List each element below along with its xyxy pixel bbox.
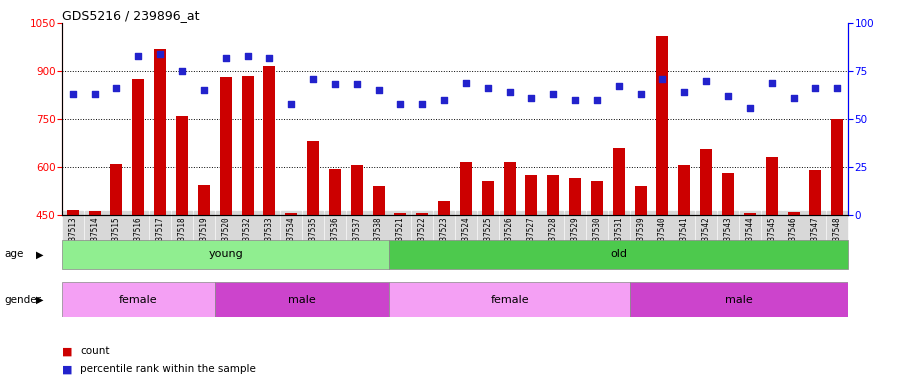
Point <box>393 101 408 107</box>
Point <box>830 85 844 91</box>
Bar <box>215 282 389 317</box>
Point <box>808 85 823 91</box>
Point <box>568 97 582 103</box>
Point <box>262 55 277 61</box>
Point <box>590 97 604 103</box>
Text: count: count <box>80 346 109 356</box>
Bar <box>831 119 844 215</box>
Point <box>786 95 801 101</box>
Point <box>743 104 757 111</box>
Text: GDS5216 / 239896_at: GDS5216 / 239896_at <box>62 9 199 22</box>
Bar <box>307 141 319 215</box>
Text: age: age <box>5 249 24 260</box>
Point <box>371 87 386 93</box>
Bar <box>389 282 630 317</box>
Bar <box>630 282 848 317</box>
Point <box>240 53 255 59</box>
Bar <box>132 79 145 215</box>
Bar <box>62 240 389 269</box>
Point <box>546 91 561 97</box>
Point <box>655 76 670 82</box>
Text: male: male <box>725 295 753 305</box>
Text: female: female <box>119 295 157 305</box>
Bar <box>197 185 210 215</box>
Bar <box>66 210 79 215</box>
Text: ■: ■ <box>62 364 73 374</box>
Point <box>153 51 167 57</box>
Text: old: old <box>611 249 627 260</box>
Point <box>699 78 713 84</box>
Bar <box>176 116 188 215</box>
Point <box>480 85 495 91</box>
Text: ▶: ▶ <box>36 295 44 305</box>
Text: percentile rank within the sample: percentile rank within the sample <box>80 364 256 374</box>
Point <box>109 85 124 91</box>
Point <box>721 93 735 99</box>
Point <box>175 68 189 74</box>
Point <box>612 83 626 89</box>
Bar <box>591 182 603 215</box>
Bar <box>656 36 669 215</box>
Point <box>306 76 320 82</box>
Bar <box>678 166 691 215</box>
Bar <box>62 282 215 317</box>
Bar <box>700 149 713 215</box>
Bar <box>416 214 429 215</box>
Bar <box>438 200 450 215</box>
Point <box>764 79 779 86</box>
Bar <box>350 166 363 215</box>
Bar <box>569 178 581 215</box>
Bar <box>743 214 756 215</box>
Bar <box>263 66 276 215</box>
Bar <box>547 175 560 215</box>
Point <box>284 101 298 107</box>
Point <box>328 81 342 88</box>
Point <box>66 91 80 97</box>
Bar <box>460 162 472 215</box>
Bar <box>525 175 538 215</box>
Bar <box>809 170 822 215</box>
Point <box>677 89 692 95</box>
Bar <box>372 186 385 215</box>
Point <box>218 55 233 61</box>
Bar <box>154 49 167 215</box>
Point <box>459 79 473 86</box>
Bar <box>634 186 647 215</box>
Text: gender: gender <box>5 295 42 305</box>
Text: ▶: ▶ <box>36 249 44 260</box>
Point <box>524 95 539 101</box>
Bar <box>389 240 848 269</box>
Point <box>349 81 364 88</box>
Point <box>131 53 146 59</box>
Point <box>87 91 102 97</box>
Text: male: male <box>288 295 316 305</box>
Text: ■: ■ <box>62 346 73 356</box>
Bar <box>88 211 101 215</box>
Bar <box>765 157 778 215</box>
Point <box>502 89 517 95</box>
Bar <box>481 182 494 215</box>
Text: female: female <box>490 295 529 305</box>
Bar <box>787 212 800 215</box>
Bar <box>110 164 123 215</box>
Bar <box>241 76 254 215</box>
Bar <box>394 214 407 215</box>
Point <box>437 97 451 103</box>
Bar <box>503 162 516 215</box>
Text: young: young <box>208 249 243 260</box>
Bar <box>219 78 232 215</box>
Point <box>415 101 430 107</box>
Bar <box>285 214 298 215</box>
Bar <box>612 148 625 215</box>
Point <box>633 91 648 97</box>
Bar <box>329 169 341 215</box>
Point <box>197 87 211 93</box>
Bar <box>722 174 734 215</box>
